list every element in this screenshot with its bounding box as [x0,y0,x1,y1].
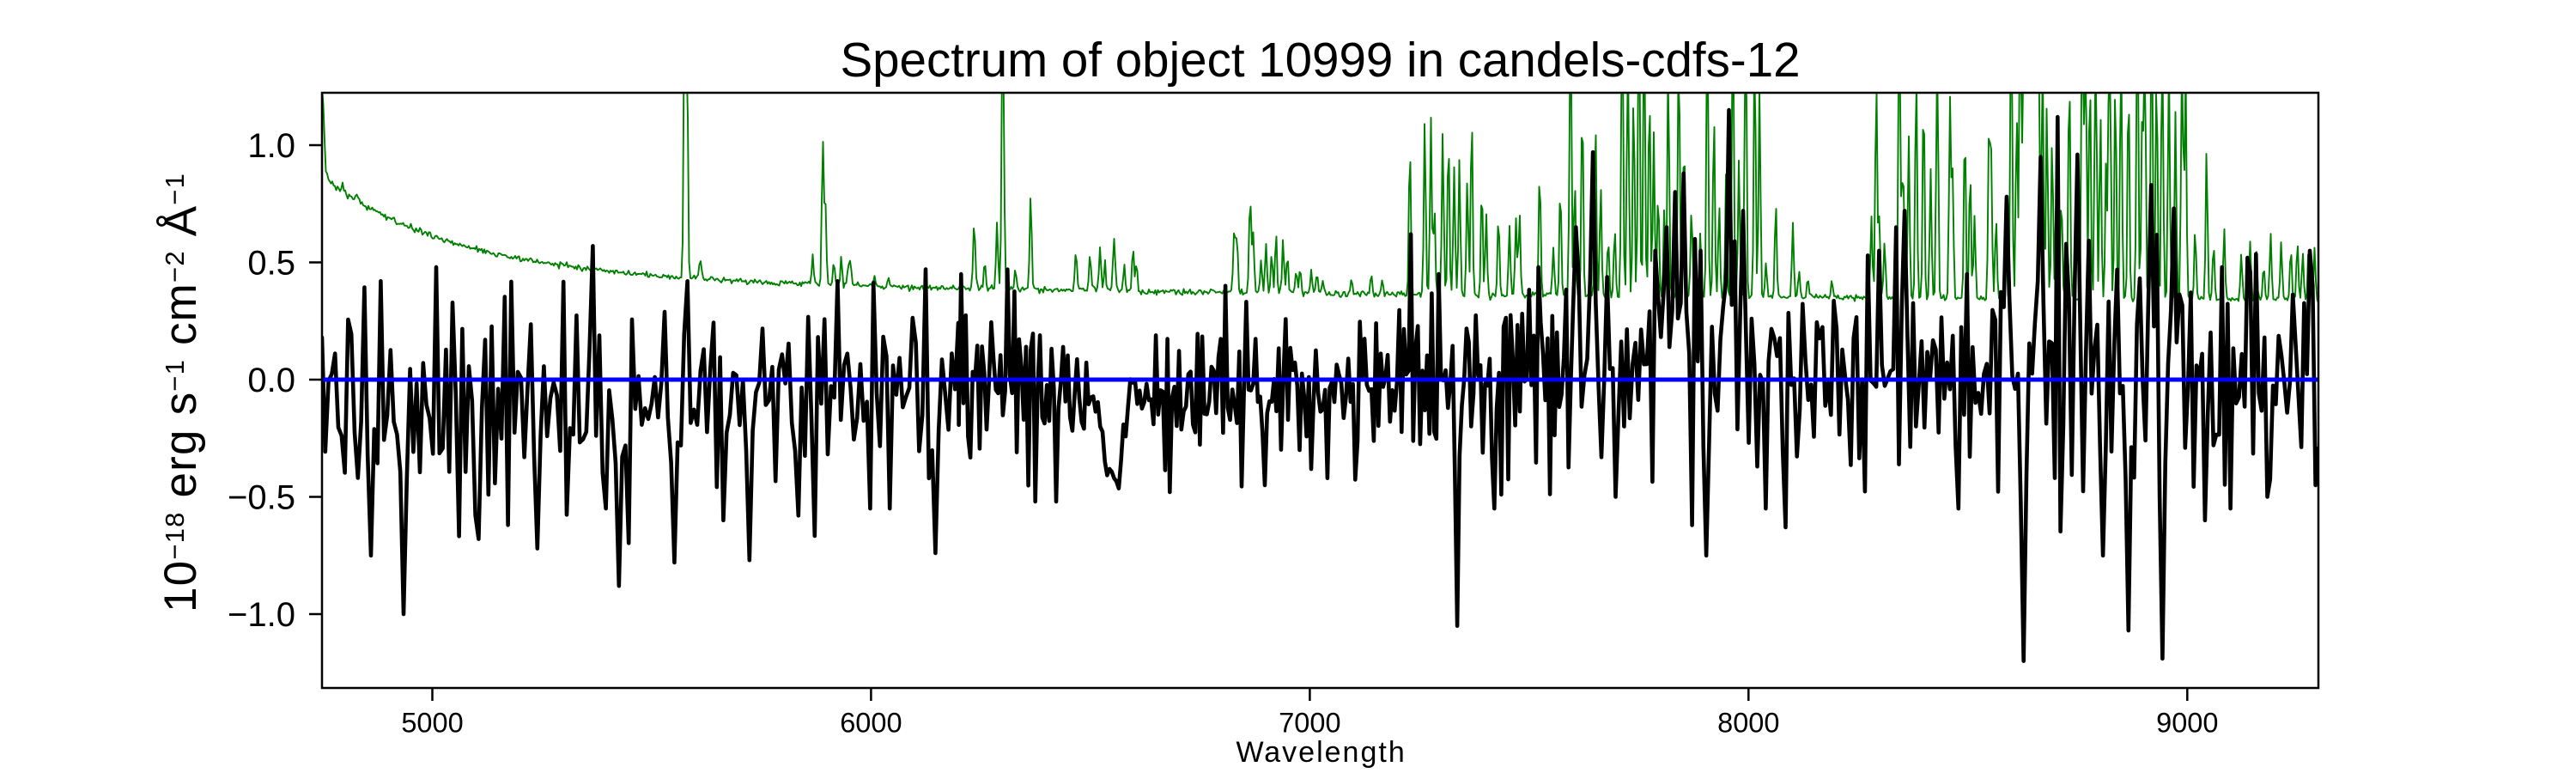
svg-text:0.0: 0.0 [247,362,295,399]
svg-text:Spectrum of object 10999 in ca: Spectrum of object 10999 in candels-cdfs… [840,33,1800,87]
svg-text:5000: 5000 [401,708,463,739]
svg-text:6000: 6000 [840,708,902,739]
svg-text:1.0: 1.0 [247,127,295,165]
svg-text:8000: 8000 [1717,708,1779,739]
svg-text:Wavelength: Wavelength [1236,736,1406,769]
svg-text:0.5: 0.5 [247,244,295,282]
svg-text:−0.5: −0.5 [228,478,295,516]
svg-text:9000: 9000 [2156,708,2218,739]
svg-text:7000: 7000 [1279,708,1340,739]
svg-text:−1.0: −1.0 [228,596,295,634]
